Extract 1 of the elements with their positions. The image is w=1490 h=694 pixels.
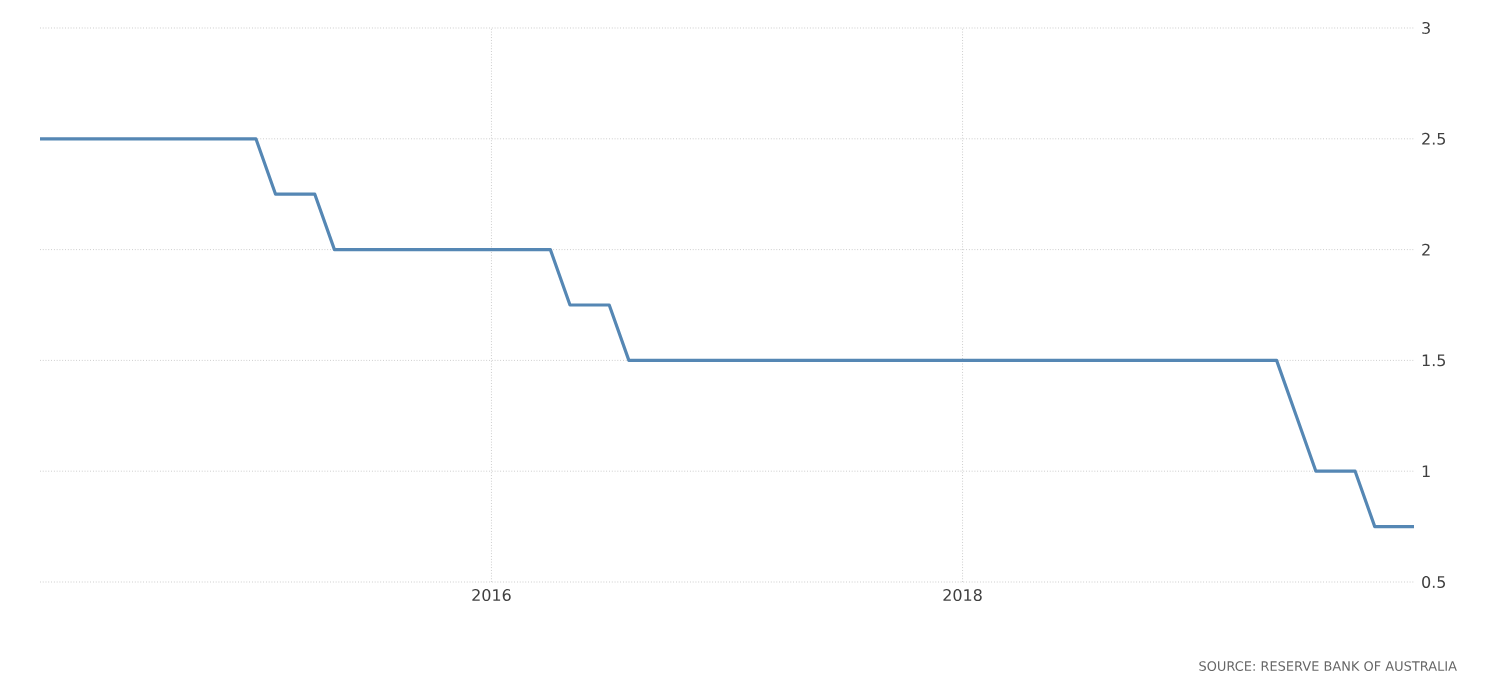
- line-series: [38, 137, 1416, 529]
